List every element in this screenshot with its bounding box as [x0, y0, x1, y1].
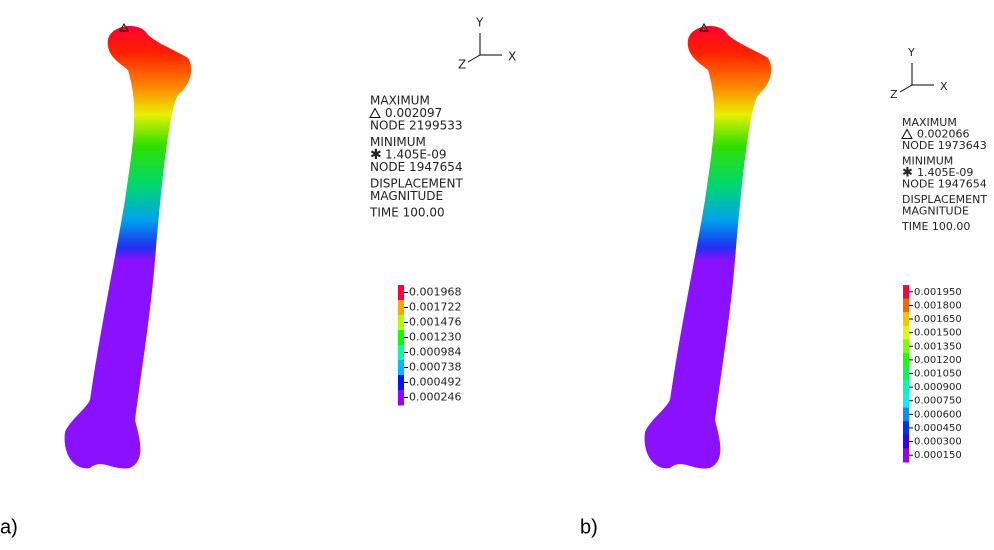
- legend-label: 0.001230: [409, 331, 462, 344]
- result-name: MAGNITUDE: [902, 205, 969, 218]
- legend-label: 0.001950: [914, 287, 962, 298]
- min-node: NODE 1947654: [370, 160, 463, 174]
- axis-label: X: [940, 80, 948, 93]
- figure: Y X Z MAXIMUM0.002097NODE 2199533MINIMUM✱1.…: [0, 0, 994, 550]
- legend-swatch: [398, 300, 404, 316]
- max-node: NODE 2199533: [370, 119, 463, 133]
- axis: [468, 55, 480, 62]
- legend-label: 0.001800: [914, 300, 962, 311]
- legend-label: 0.001050: [914, 369, 962, 380]
- legend-swatch: [903, 394, 909, 408]
- legend-label: 0.000300: [914, 437, 962, 448]
- axis-label: X: [508, 50, 516, 64]
- legend-label: 0.001350: [914, 341, 962, 352]
- legend-label: 0.000750: [914, 396, 962, 407]
- legend-label: 0.001476: [409, 316, 462, 329]
- max-symbol: [902, 130, 912, 139]
- axis-label: Z: [458, 58, 466, 72]
- legend-swatch: [903, 408, 909, 422]
- legend-swatch: [903, 421, 909, 435]
- axis-label: Y: [475, 16, 484, 30]
- legend-swatch: [903, 326, 909, 340]
- legend-swatch: [903, 367, 909, 381]
- axis-label: Z: [890, 88, 898, 101]
- legend-swatch: [903, 380, 909, 394]
- legend-label: 0.001500: [914, 328, 962, 339]
- max-node: NODE 1973643: [902, 139, 987, 152]
- legend-swatch: [398, 330, 404, 346]
- legend-label: 0.000738: [409, 361, 462, 374]
- legend-label: 0.000492: [409, 376, 462, 389]
- legend-label: 0.000246: [409, 391, 462, 404]
- axis-triad: Y X Z: [458, 16, 516, 72]
- legend-swatch: [398, 375, 404, 391]
- axis: [900, 85, 912, 92]
- legend-swatch: [903, 353, 909, 367]
- legend-label: 0.001650: [914, 314, 962, 325]
- axis-triad: Y X Z: [890, 46, 948, 101]
- legend-swatch: [398, 345, 404, 361]
- femur: [645, 26, 772, 469]
- legend-swatch: [398, 360, 404, 376]
- legend: 0.001950 0.001800 0.001650 0.001500 0.001350…: [903, 285, 962, 463]
- panel-label: a): [0, 516, 18, 538]
- legend-swatch: [903, 312, 909, 326]
- legend-swatch: [903, 448, 909, 462]
- legend-label: 0.000450: [914, 423, 962, 434]
- femur: [65, 26, 192, 469]
- legend-swatch: [903, 285, 909, 299]
- result-name: MAGNITUDE: [370, 189, 443, 203]
- max-symbol: [370, 109, 380, 118]
- time: TIME 100.00: [901, 220, 970, 233]
- legend-swatch: [903, 339, 909, 353]
- legend-label: 0.000600: [914, 409, 962, 420]
- legend-label: 0.000900: [914, 382, 962, 393]
- time: TIME 100.00: [369, 206, 445, 220]
- legend-swatch: [903, 299, 909, 313]
- legend-swatch: [903, 435, 909, 449]
- legend-label: 0.000984: [409, 346, 462, 359]
- legend-label: 0.001722: [409, 301, 462, 314]
- panel-label: b): [580, 516, 598, 538]
- legend-swatch: [398, 390, 404, 406]
- legend-swatch: [398, 315, 404, 331]
- legend: 0.001968 0.001722 0.001476 0.001230 0.000984…: [398, 285, 462, 406]
- legend-label: 0.001968: [409, 286, 462, 299]
- min-node: NODE 1947654: [902, 178, 987, 191]
- axis-label: Y: [907, 46, 915, 59]
- legend-swatch: [398, 285, 404, 301]
- legend-label: 0.000150: [914, 450, 962, 461]
- legend-label: 0.001200: [914, 355, 962, 366]
